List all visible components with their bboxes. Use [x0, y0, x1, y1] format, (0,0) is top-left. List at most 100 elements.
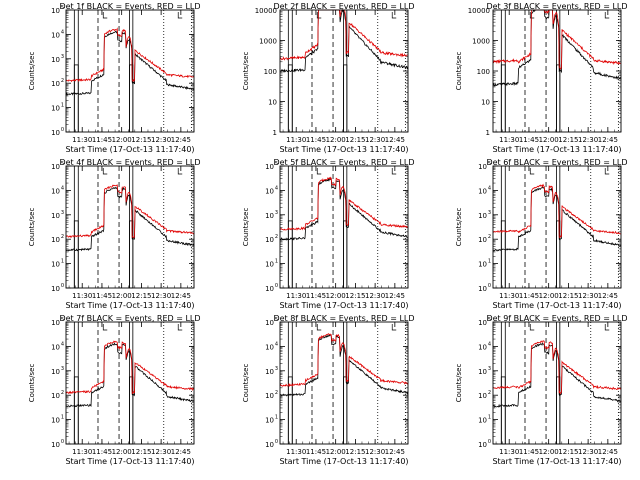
- x-axis-label: Start Time (17-Oct-13 11:17:40): [492, 145, 621, 154]
- y-tick-label: 10: [51, 417, 60, 425]
- y-tick-label: 1000: [472, 38, 490, 46]
- y-tick-label: 1: [273, 129, 277, 137]
- x-tick-label: 11:30: [286, 136, 306, 144]
- lld-series-line: [492, 183, 622, 239]
- plot-frame: [65, 321, 195, 445]
- x-tick-label: 12:30: [578, 448, 598, 456]
- x-tick-label: 12:30: [578, 292, 598, 300]
- y-tick-label: 10: [51, 285, 60, 293]
- x-tick-label: 12:45: [598, 448, 618, 456]
- y-tick-label: 10000: [255, 7, 277, 15]
- x-axis-label: Start Time (17-Oct-13 11:17:40): [279, 145, 408, 154]
- panel-title: Det 8f BLACK = Events, RED = LLD: [273, 314, 414, 323]
- attenuator-box-1: [73, 220, 79, 289]
- y-tick-exponent: 2: [61, 234, 64, 240]
- x-tick-label: 11:45: [306, 448, 326, 456]
- events-series-line: [492, 342, 622, 408]
- x-tick-label: 11:45: [519, 136, 539, 144]
- attenuator-box-1: [73, 64, 79, 133]
- y-tick-label: 10: [478, 368, 487, 376]
- y-tick-exponent: 1: [488, 259, 491, 265]
- y-tick-label: 10: [478, 236, 487, 244]
- panel-4: Det 4f BLACK = Events, RED = LLD Counts/s…: [28, 158, 201, 310]
- attenuator-box-1: [500, 64, 506, 133]
- y-tick-exponent: 2: [275, 234, 278, 240]
- y-tick-label: 10: [51, 56, 60, 64]
- x-tick-label: 11:45: [92, 292, 112, 300]
- x-axis-label: Start Time (17-Oct-13 11:17:40): [279, 457, 408, 466]
- x-tick-label: 11:45: [92, 448, 112, 456]
- lld-series-line: [65, 340, 195, 395]
- x-tick-label: 12:00: [112, 136, 132, 144]
- x-tick-label: 12:15: [131, 292, 151, 300]
- y-tick-exponent: 3: [61, 210, 64, 216]
- x-tick-label: 12:45: [171, 292, 191, 300]
- state-glyph: [391, 12, 397, 19]
- panel-1: Det 1f BLACK = Events, RED = LLD Counts/s…: [28, 2, 201, 154]
- x-axis-label: Start Time (17-Oct-13 11:17:40): [65, 301, 194, 310]
- plot-frame: [279, 321, 409, 445]
- y-tick-label: 10: [51, 261, 60, 269]
- y-tick-label: 10: [478, 417, 487, 425]
- x-tick-label: 12:30: [151, 448, 171, 456]
- x-tick-label: 12:00: [326, 136, 346, 144]
- panel-title: Det 1f BLACK = Events, RED = LLD: [59, 2, 200, 11]
- y-tick-label: 10: [265, 285, 274, 293]
- plot-frame: [279, 9, 409, 133]
- events-series-line: [65, 186, 195, 252]
- y-tick-label: 10: [51, 392, 60, 400]
- x-tick-label: 11:30: [72, 448, 92, 456]
- state-glyph: [604, 12, 610, 19]
- panel-title: Det 2f BLACK = Events, RED = LLD: [273, 2, 414, 11]
- y-tick-exponent: 2: [275, 390, 278, 396]
- attenuator-box-2: [556, 64, 561, 133]
- attenuator-box-1: [287, 376, 293, 445]
- y-tick-label: 10: [51, 441, 60, 449]
- x-axis-label: Start Time (17-Oct-13 11:17:40): [65, 145, 194, 154]
- x-tick-label: 12:30: [365, 292, 385, 300]
- x-tick-label: 12:45: [385, 448, 405, 456]
- state-glyph: [529, 168, 535, 175]
- plot-frame: [492, 165, 622, 289]
- x-tick-label: 12:45: [385, 292, 405, 300]
- x-tick-label: 12:15: [558, 448, 578, 456]
- y-tick-label: 10: [51, 105, 60, 113]
- y-tick-exponent: 0: [61, 283, 64, 289]
- x-tick-label: 11:30: [72, 292, 92, 300]
- panel-title: Det 9f BLACK = Events, RED = LLD: [486, 314, 627, 323]
- x-tick-label: 11:30: [286, 448, 306, 456]
- state-glyph: [102, 168, 108, 175]
- attenuator-box-1: [287, 220, 293, 289]
- y-tick-label: 10: [265, 368, 274, 376]
- lld-series-line: [492, 340, 622, 395]
- x-tick-label: 11:30: [499, 292, 519, 300]
- lld-series-line: [493, 9, 622, 70]
- y-tick-label: 1: [486, 129, 490, 137]
- state-glyph: [177, 168, 183, 175]
- lld-series-line: [65, 27, 195, 83]
- x-tick-label: 11:45: [519, 292, 539, 300]
- y-axis-label: Counts/sec: [242, 364, 250, 403]
- x-tick-label: 12:30: [151, 292, 171, 300]
- y-tick-label: 1000: [259, 38, 277, 46]
- plot-frame: [65, 165, 195, 289]
- panel-title: Det 4f BLACK = Events, RED = LLD: [59, 158, 200, 167]
- y-tick-exponent: 3: [61, 54, 64, 60]
- y-tick-label: 10: [478, 343, 487, 351]
- events-series-line: [279, 333, 409, 397]
- attenuator-box-2: [343, 64, 348, 133]
- y-tick-label: 10000: [468, 7, 490, 15]
- y-tick-exponent: 1: [488, 415, 491, 421]
- y-tick-exponent: 0: [488, 283, 491, 289]
- panel-title: Det 3f BLACK = Events, RED = LLD: [486, 2, 627, 11]
- state-glyph: [604, 324, 610, 331]
- events-series-line: [279, 8, 409, 73]
- state-glyph: [391, 324, 397, 331]
- attenuator-box-1: [73, 376, 79, 445]
- plot-frame: [492, 9, 622, 133]
- state-glyph: [391, 168, 397, 175]
- x-tick-label: 12:00: [326, 292, 346, 300]
- y-tick-exponent: 5: [275, 161, 278, 167]
- x-tick-label: 12:15: [345, 136, 365, 144]
- y-axis-label: Counts/sec: [455, 364, 463, 403]
